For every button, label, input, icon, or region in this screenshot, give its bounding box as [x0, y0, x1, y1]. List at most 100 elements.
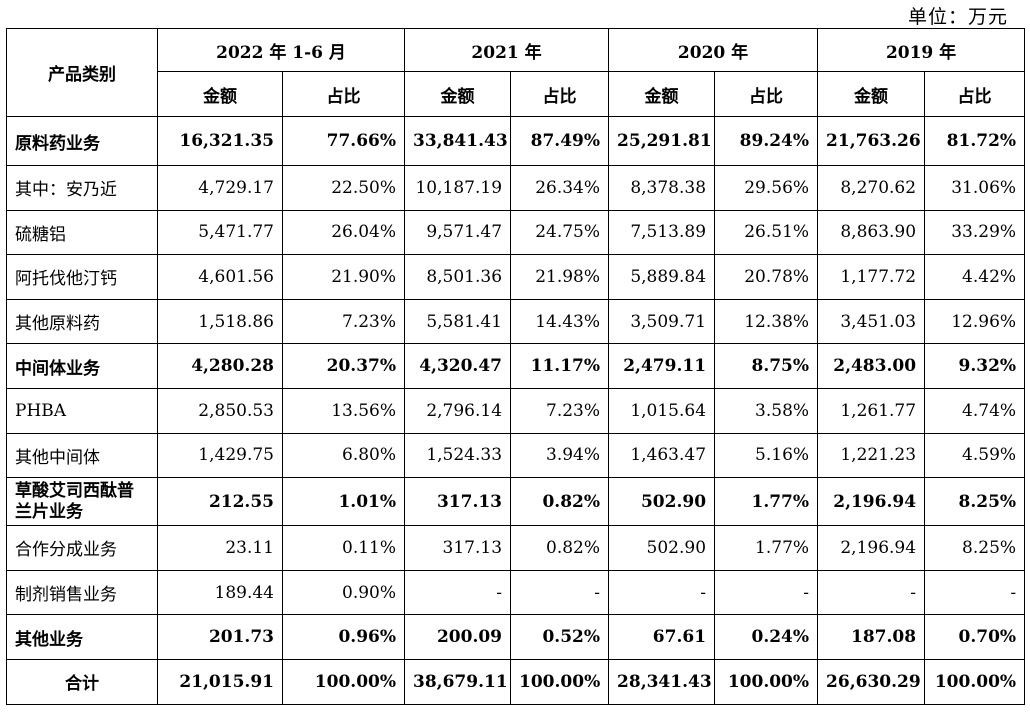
amount-cell: 4,280.28: [157, 343, 283, 389]
header-ratio: 占比: [924, 71, 1026, 117]
ratio-cell: 8.75%: [714, 343, 819, 389]
amount-cell: 4,729.17: [157, 165, 283, 211]
revenue-by-product-table: 产品类别 2022 年 1-6 月 2021 年 2020 年 2019 年 金…: [6, 28, 1026, 705]
header-period-2020: 2020 年: [608, 28, 819, 72]
ratio-cell: 11.17%: [510, 343, 610, 389]
ratio-cell: 26.51%: [714, 209, 819, 256]
ratio-cell: 26.34%: [510, 165, 610, 211]
ratio-cell: 6.80%: [281, 432, 406, 479]
ratio-cell: 3.58%: [714, 387, 819, 434]
ratio-cell: 20.78%: [714, 254, 819, 300]
amount-cell: 212.55: [157, 477, 283, 527]
amount-cell: 317.13: [404, 525, 512, 571]
ratio-cell: 0.52%: [510, 614, 610, 660]
amount-cell: 2,483.00: [817, 343, 926, 389]
row-label: 制剂销售业务: [6, 569, 158, 616]
amount-cell: 5,889.84: [608, 254, 716, 300]
row-label: 其他中间体: [6, 432, 158, 479]
amount-cell: 1,463.47: [608, 432, 716, 479]
amount-cell: 2,796.14: [404, 387, 512, 434]
amount-cell: 502.90: [608, 525, 716, 571]
amount-cell: 25,291.81: [608, 116, 716, 166]
amount-cell: -: [608, 569, 716, 616]
amount-cell: 8,501.36: [404, 254, 512, 300]
table-row: PHBA 2,850.53 13.56% 2,796.14 7.23% 1,015.64 3…: [6, 387, 1026, 434]
amount-cell: 201.73: [157, 614, 283, 660]
amount-cell: 5,581.41: [404, 298, 512, 345]
table-row: 其中：安乃近 4,729.17 22.50% 10,187.19 26.34% 8,378…: [6, 165, 1026, 211]
amount-cell: 7,513.89: [608, 209, 716, 256]
ratio-cell: 1.77%: [714, 477, 819, 527]
amount-cell: 5,471.77: [157, 209, 283, 256]
ratio-cell: 0.82%: [510, 525, 610, 571]
ratio-cell: 8.25%: [924, 477, 1026, 527]
amount-cell: 200.09: [404, 614, 512, 660]
amount-cell: 2,479.11: [608, 343, 716, 389]
ratio-cell: 100.00%: [510, 658, 610, 705]
ratio-cell: 7.23%: [281, 298, 406, 345]
amount-cell: 33,841.43: [404, 116, 512, 166]
row-label: 合计: [6, 658, 158, 705]
ratio-cell: 77.66%: [281, 116, 406, 166]
amount-cell: 1,015.64: [608, 387, 716, 434]
ratio-cell: 12.38%: [714, 298, 819, 345]
unit-label: 单位：万元: [907, 6, 1008, 28]
ratio-cell: 0.82%: [510, 477, 610, 527]
row-label: 其中：安乃近: [6, 165, 158, 211]
ratio-cell: 0.96%: [281, 614, 406, 660]
amount-cell: 9,571.47: [404, 209, 512, 256]
ratio-cell: 0.90%: [281, 569, 406, 616]
amount-cell: 23.11: [157, 525, 283, 571]
amount-cell: 38,679.11: [404, 658, 512, 705]
amount-cell: 4,320.47: [404, 343, 512, 389]
amount-cell: 2,196.94: [817, 477, 926, 527]
amount-cell: 1,518.86: [157, 298, 283, 345]
table-row: 硫糖铝 5,471.77 26.04% 9,571.47 24.75% 7,513.89 2…: [6, 209, 1026, 256]
row-label: 其他原料药: [6, 298, 158, 345]
ratio-cell: 1.77%: [714, 525, 819, 571]
table-row: 制剂销售业务 189.44 0.90% - - - - - -: [6, 569, 1026, 616]
amount-cell: 2,196.94: [817, 525, 926, 571]
ratio-cell: 89.24%: [714, 116, 819, 166]
ratio-cell: 21.98%: [510, 254, 610, 300]
header-category: 产品类别: [6, 28, 158, 117]
table-row: 中间体业务 4,280.28 20.37% 4,320.47 11.17% 2,479.1…: [6, 343, 1026, 389]
table-row: 其他中间体 1,429.75 6.80% 1,524.33 3.94% 1,463.47 5…: [6, 432, 1026, 479]
amount-cell: 8,270.62: [817, 165, 926, 211]
amount-cell: -: [404, 569, 512, 616]
ratio-cell: 4.74%: [924, 387, 1026, 434]
ratio-cell: 22.50%: [281, 165, 406, 211]
ratio-cell: 100.00%: [924, 658, 1026, 705]
ratio-cell: -: [510, 569, 610, 616]
ratio-cell: 13.56%: [281, 387, 406, 434]
table-row: 合作分成业务 23.11 0.11% 317.13 0.82% 502.90 1.77% 2,…: [6, 525, 1026, 571]
row-label: 合作分成业务: [6, 525, 158, 571]
ratio-cell: 100.00%: [281, 658, 406, 705]
ratio-cell: 100.00%: [714, 658, 819, 705]
ratio-cell: 0.11%: [281, 525, 406, 571]
ratio-cell: 33.29%: [924, 209, 1026, 256]
ratio-cell: 4.59%: [924, 432, 1026, 479]
amount-cell: 16,321.35: [157, 116, 283, 166]
amount-cell: 189.44: [157, 569, 283, 616]
ratio-cell: 5.16%: [714, 432, 819, 479]
amount-cell: 317.13: [404, 477, 512, 527]
header-period-2021: 2021 年: [404, 28, 610, 72]
header-period-2019: 2019 年: [817, 28, 1026, 72]
header-amount: 金额: [817, 71, 926, 117]
header-amount: 金额: [404, 71, 512, 117]
ratio-cell: 8.25%: [924, 525, 1026, 571]
amount-cell: 67.61: [608, 614, 716, 660]
row-label: 草酸艾司西酞普兰片业务: [6, 477, 158, 527]
amount-cell: 10,187.19: [404, 165, 512, 211]
amount-cell: 28,341.43: [608, 658, 716, 705]
ratio-cell: 21.90%: [281, 254, 406, 300]
amount-cell: 1,177.72: [817, 254, 926, 300]
amount-cell: 8,863.90: [817, 209, 926, 256]
ratio-cell: 31.06%: [924, 165, 1026, 211]
table-row: 原料药业务 16,321.35 77.66% 33,841.43 87.49% 25,29…: [6, 116, 1026, 166]
amount-cell: 187.08: [817, 614, 926, 660]
ratio-cell: -: [714, 569, 819, 616]
amount-cell: 1,429.75: [157, 432, 283, 479]
amount-cell: 8,378.38: [608, 165, 716, 211]
